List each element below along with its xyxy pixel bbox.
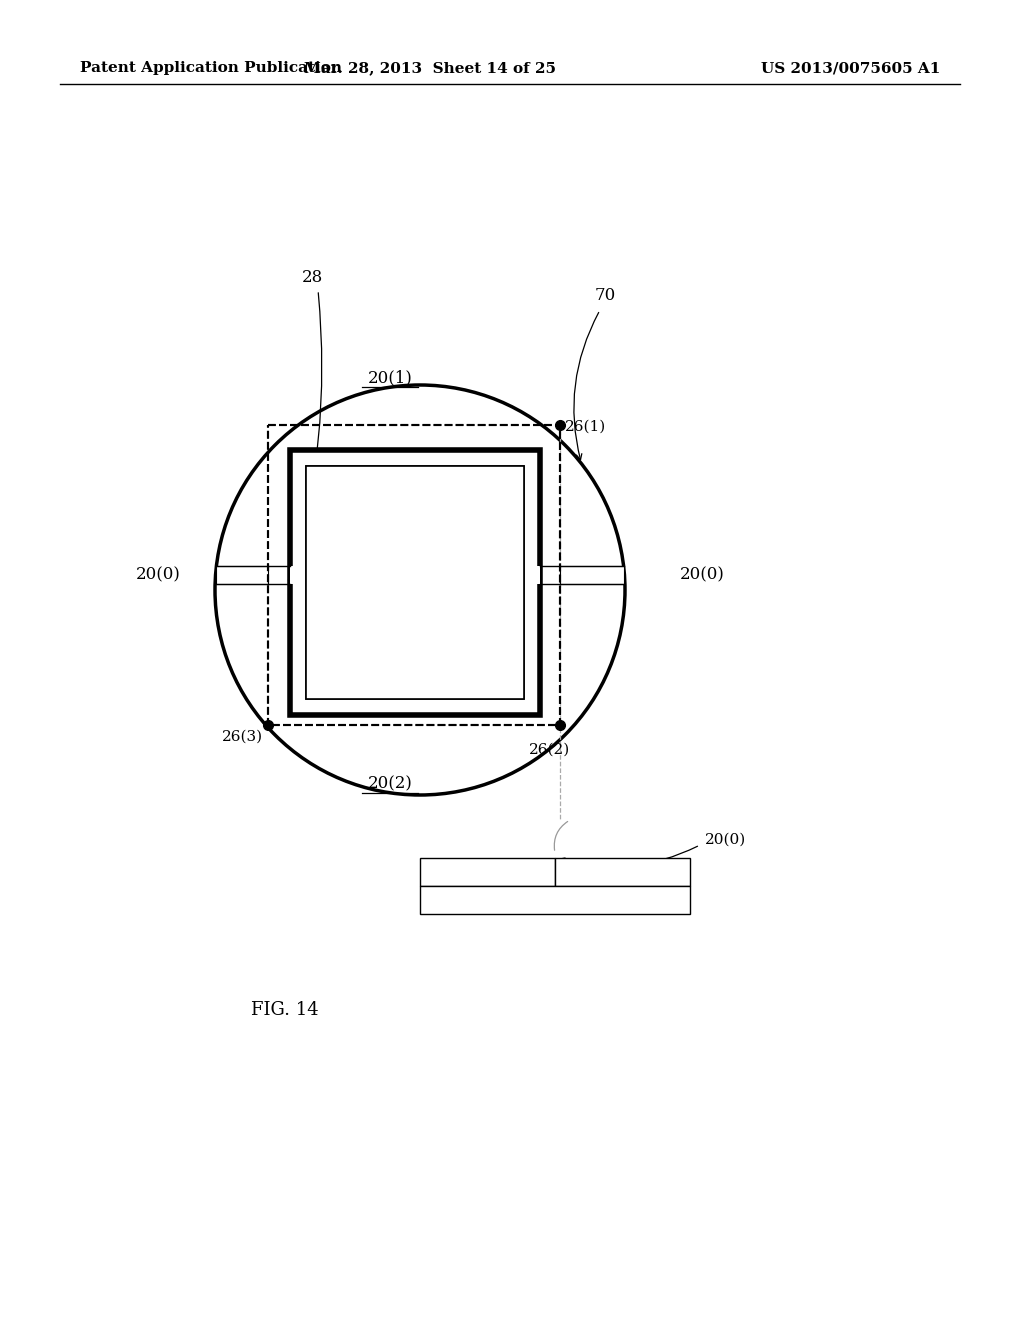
Text: 28: 28 bbox=[302, 269, 324, 286]
Text: US 2013/0075605 A1: US 2013/0075605 A1 bbox=[761, 61, 940, 75]
Text: Patent Application Publication: Patent Application Publication bbox=[80, 61, 342, 75]
Text: 20(0): 20(0) bbox=[135, 566, 180, 583]
Text: 26(3): 26(3) bbox=[222, 730, 263, 744]
Bar bbox=[268, 425, 560, 725]
Text: 22(1): 22(1) bbox=[535, 894, 575, 907]
Text: 20(2): 20(2) bbox=[368, 776, 413, 792]
Text: 20(0): 20(0) bbox=[705, 833, 746, 847]
Bar bbox=[290, 566, 540, 583]
Text: 20(0): 20(0) bbox=[680, 566, 725, 583]
Bar bbox=[420, 886, 690, 913]
Text: 26(1): 26(1) bbox=[565, 420, 606, 434]
Bar bbox=[420, 858, 555, 886]
Bar bbox=[290, 450, 540, 715]
Text: 20(1): 20(1) bbox=[466, 865, 508, 879]
Bar bbox=[268, 425, 560, 725]
Text: 26(2): 26(2) bbox=[529, 743, 570, 756]
Bar bbox=[560, 566, 625, 583]
Text: 20(2): 20(2) bbox=[602, 865, 644, 879]
Text: 25: 25 bbox=[335, 474, 356, 491]
Bar bbox=[306, 466, 524, 700]
Bar bbox=[306, 466, 524, 700]
Text: Mar. 28, 2013  Sheet 14 of 25: Mar. 28, 2013 Sheet 14 of 25 bbox=[304, 61, 556, 75]
Text: 70: 70 bbox=[595, 286, 616, 304]
Text: 20(1): 20(1) bbox=[368, 370, 413, 387]
Text: 11: 11 bbox=[403, 573, 427, 591]
Bar bbox=[555, 858, 690, 886]
Bar bbox=[215, 566, 268, 583]
Text: FIG. 14: FIG. 14 bbox=[251, 1001, 318, 1019]
